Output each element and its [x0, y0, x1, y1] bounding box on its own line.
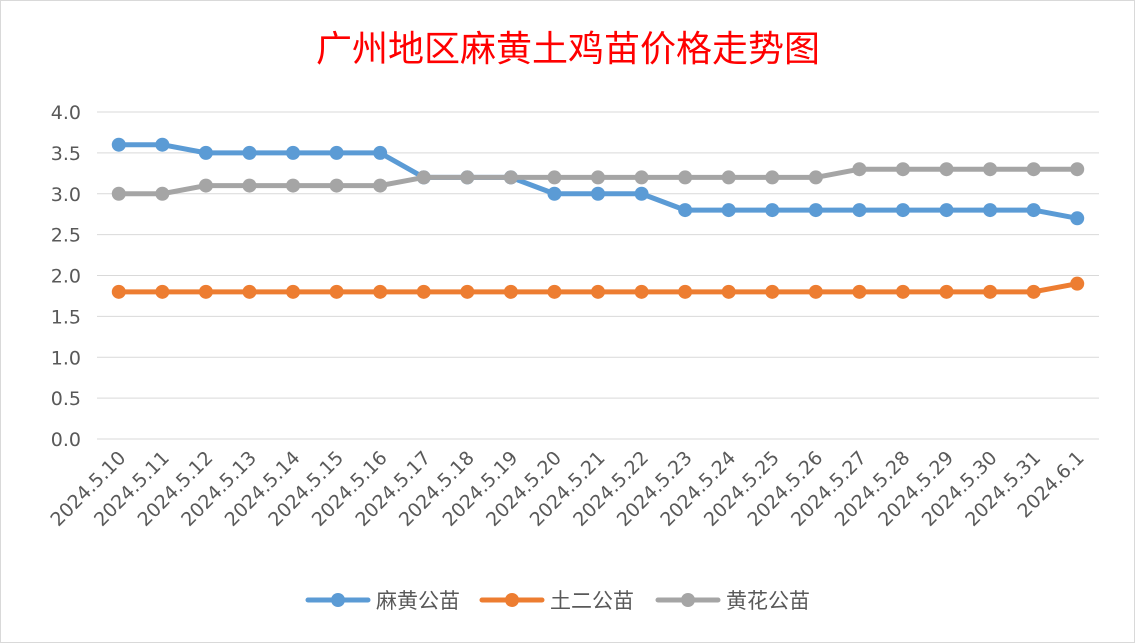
- data-point: [373, 178, 388, 193]
- y-tick-label: 1.5: [51, 306, 81, 328]
- data-point: [547, 186, 562, 201]
- data-point: [1026, 162, 1041, 177]
- data-point: [678, 284, 693, 299]
- data-point: [198, 178, 213, 193]
- data-point: [808, 170, 823, 185]
- data-point: [547, 170, 562, 185]
- data-point: [939, 162, 954, 177]
- y-tick-label: 3.5: [51, 143, 81, 165]
- y-tick-label: 4.0: [51, 102, 81, 124]
- data-point: [634, 284, 649, 299]
- x-axis-ticks: 2024.5.102024.5.112024.5.122024.5.132024…: [46, 447, 1088, 531]
- chart-title: 广州地区麻黄土鸡苗价格走势图: [316, 29, 820, 70]
- legend-label: 麻黄公苗: [376, 589, 460, 613]
- data-point: [852, 284, 867, 299]
- data-point: [503, 170, 518, 185]
- data-point: [503, 284, 518, 299]
- y-tick-label: 0.0: [51, 429, 81, 451]
- data-point: [155, 137, 170, 152]
- data-point: [983, 284, 998, 299]
- data-point: [155, 186, 170, 201]
- data-point: [329, 178, 344, 193]
- data-point: [591, 186, 605, 201]
- series-3: [111, 162, 1085, 201]
- data-point: [547, 284, 562, 299]
- data-point: [198, 145, 213, 160]
- data-point: [242, 178, 257, 193]
- data-point: [852, 203, 867, 218]
- data-point: [721, 284, 736, 299]
- legend-label: 黄花公苗: [726, 589, 810, 613]
- legend-marker: [331, 593, 345, 607]
- data-point: [983, 203, 998, 218]
- data-point: [852, 162, 867, 177]
- data-point: [1070, 276, 1085, 291]
- data-point: [242, 284, 257, 299]
- legend-label: 土二公苗: [550, 589, 634, 613]
- legend-item: 黄花公苗: [655, 589, 810, 613]
- series-layer: [111, 137, 1085, 299]
- y-axis-ticks: 0.0 0.5 1.0 1.5 2.0 2.5 3.0 3.5 4.0: [51, 102, 81, 451]
- data-point: [460, 284, 475, 299]
- data-point: [721, 170, 736, 185]
- legend-item: 麻黄公苗: [305, 589, 460, 613]
- data-point: [895, 162, 910, 177]
- data-point: [111, 186, 126, 201]
- data-point: [634, 170, 649, 185]
- legend-item: 土二公苗: [479, 589, 634, 613]
- data-point: [416, 170, 431, 185]
- data-point: [765, 203, 780, 218]
- y-tick-label: 1.0: [51, 347, 81, 369]
- data-point: [808, 284, 823, 299]
- data-point: [416, 284, 431, 299]
- data-point: [286, 145, 301, 160]
- data-point: [242, 145, 257, 160]
- data-point: [895, 203, 910, 218]
- data-point: [678, 170, 693, 185]
- data-point: [634, 186, 649, 201]
- data-point: [155, 284, 170, 299]
- gridlines: [97, 111, 1099, 440]
- data-point: [591, 284, 605, 299]
- data-point: [939, 203, 954, 218]
- data-point: [591, 170, 605, 185]
- data-point: [373, 284, 388, 299]
- data-point: [765, 170, 780, 185]
- data-point: [460, 170, 475, 185]
- legend-marker: [505, 593, 519, 607]
- legend-marker: [681, 593, 695, 607]
- y-tick-label: 0.5: [51, 388, 81, 410]
- data-point: [678, 203, 693, 218]
- data-point: [983, 162, 998, 177]
- data-point: [765, 284, 780, 299]
- data-point: [329, 145, 344, 160]
- data-point: [329, 284, 344, 299]
- data-point: [286, 284, 301, 299]
- data-point: [1026, 284, 1041, 299]
- data-point: [721, 203, 736, 218]
- data-point: [808, 203, 823, 218]
- data-point: [939, 284, 954, 299]
- y-tick-label: 3.0: [51, 184, 81, 206]
- data-point: [373, 145, 388, 160]
- data-point: [198, 284, 213, 299]
- data-point: [111, 284, 126, 299]
- series-2: [111, 276, 1085, 299]
- y-tick-label: 2.0: [51, 266, 81, 288]
- y-tick-label: 2.5: [51, 225, 81, 247]
- data-point: [895, 284, 910, 299]
- data-point: [111, 137, 126, 152]
- legend: 麻黄公苗 土二公苗 黄花公苗: [305, 589, 810, 613]
- data-point: [286, 178, 301, 193]
- data-point: [1026, 203, 1041, 218]
- data-point: [1070, 162, 1085, 177]
- data-point: [1070, 211, 1085, 226]
